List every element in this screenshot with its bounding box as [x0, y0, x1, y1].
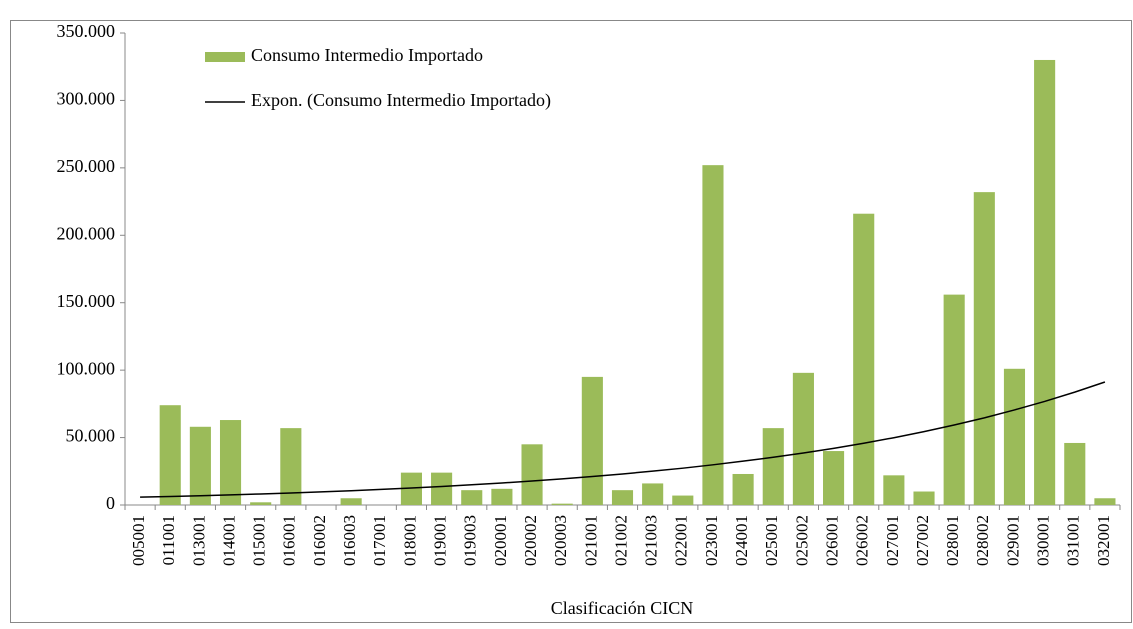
x-tick-label: 013001: [189, 515, 208, 566]
trend-line: [140, 381, 1106, 498]
x-tick-label: 020003: [551, 515, 570, 566]
x-tick-label: 011001: [159, 515, 178, 565]
y-tick-label: 250.000: [57, 156, 116, 176]
bar: [1094, 498, 1116, 505]
y-tick-label: 100.000: [57, 358, 116, 378]
bar: [1003, 368, 1026, 505]
bar: [461, 490, 483, 505]
bar: [823, 451, 845, 505]
x-tick-label: 019003: [461, 515, 480, 566]
x-tick-label: 021002: [611, 515, 630, 566]
bar: [883, 475, 905, 505]
bar: [1064, 442, 1086, 505]
bar: [219, 420, 242, 505]
x-tick-label: 022001: [672, 515, 691, 566]
y-tick-label: 350.000: [57, 21, 116, 41]
x-tick-label: 026002: [853, 515, 872, 566]
x-tick-label: 014001: [219, 515, 238, 566]
legend-label: Consumo Intermedio Importado: [251, 45, 483, 65]
x-tick-label: 017001: [370, 515, 389, 566]
x-tick-label: 029001: [1003, 515, 1022, 566]
x-tick-label: 026001: [822, 515, 841, 566]
x-tick-label: 005001: [129, 515, 148, 566]
x-tick-label: 020002: [521, 515, 540, 566]
y-tick-label: 0: [106, 493, 115, 513]
x-tick-label: 028002: [973, 515, 992, 566]
bar: [762, 428, 784, 505]
x-tick-label: 021001: [581, 515, 600, 566]
bar: [521, 444, 543, 505]
x-tick-label: 028001: [943, 515, 962, 566]
bar: [943, 294, 965, 505]
legend-label: Expon. (Consumo Intermedio Importado): [251, 90, 551, 111]
x-tick-label: 027002: [913, 515, 932, 566]
bar: [491, 488, 513, 505]
bar: [340, 498, 362, 505]
bar: [611, 490, 634, 505]
bar: [581, 376, 603, 505]
y-tick-label: 50.000: [66, 426, 116, 446]
bar: [792, 372, 814, 505]
bar: [973, 192, 995, 506]
bar: [400, 472, 422, 505]
legend-swatch: [205, 52, 245, 62]
bar: [732, 473, 754, 505]
bar: [250, 502, 272, 505]
y-tick-label: 150.000: [57, 291, 116, 311]
bar: [1034, 59, 1056, 505]
y-tick-label: 300.000: [57, 89, 116, 109]
bar: [702, 165, 724, 505]
bar: [642, 483, 664, 505]
x-axis-title: Clasificación CICN: [551, 598, 693, 618]
x-tick-label: 031001: [1064, 515, 1083, 566]
x-tick-label: 025001: [762, 515, 781, 566]
bar: [431, 472, 453, 505]
x-tick-label: 015001: [250, 515, 269, 566]
bar: [913, 491, 935, 505]
x-tick-label: 023001: [702, 515, 721, 566]
x-tick-label: 016002: [310, 515, 329, 566]
bar: [280, 428, 302, 505]
x-tick-label: 018001: [400, 515, 419, 566]
x-tick-label: 021003: [642, 515, 661, 566]
bar: [189, 426, 211, 505]
bar: [159, 405, 181, 505]
x-tick-label: 030001: [1034, 515, 1053, 566]
x-tick-label: 025002: [792, 515, 811, 566]
bar: [551, 503, 573, 505]
y-tick-label: 200.000: [57, 223, 116, 243]
bar: [672, 495, 694, 505]
x-tick-label: 032001: [1094, 515, 1113, 566]
x-tick-label: 019001: [430, 515, 449, 566]
x-tick-label: 016001: [280, 515, 299, 566]
x-tick-label: 024001: [732, 515, 751, 566]
bar: [853, 213, 875, 506]
x-tick-label: 020001: [491, 515, 510, 566]
x-tick-label: 027001: [883, 515, 902, 566]
x-tick-label: 016003: [340, 515, 359, 566]
